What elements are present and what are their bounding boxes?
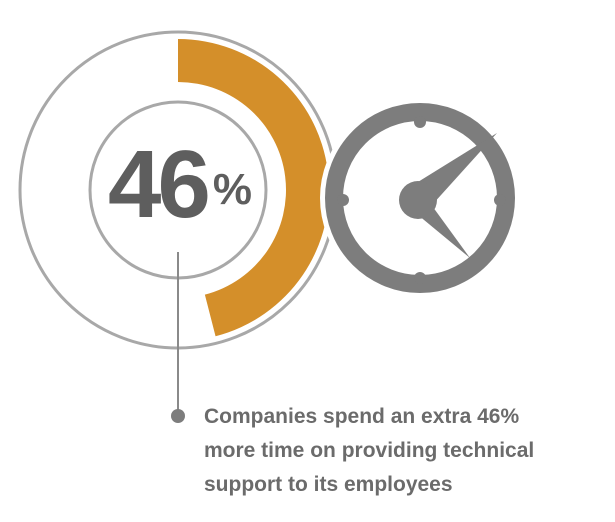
arc-layer: [178, 39, 329, 337]
donut-arc: [178, 39, 329, 337]
leader-dot: [171, 409, 185, 423]
caption: Companies spend an extra 46% more time on…: [204, 405, 534, 496]
clock-dot: [414, 272, 426, 284]
clock-dot: [494, 194, 506, 206]
clock-dot: [337, 194, 349, 206]
clock-dot: [414, 116, 426, 128]
caption-line: Companies spend an extra 46%: [204, 405, 519, 428]
clock-icon: [320, 98, 520, 298]
caption-line: support to its employees: [204, 473, 453, 496]
value-label: 46%: [108, 131, 252, 238]
clock-center: [399, 181, 437, 219]
caption-line: more time on providing technical: [204, 439, 534, 462]
